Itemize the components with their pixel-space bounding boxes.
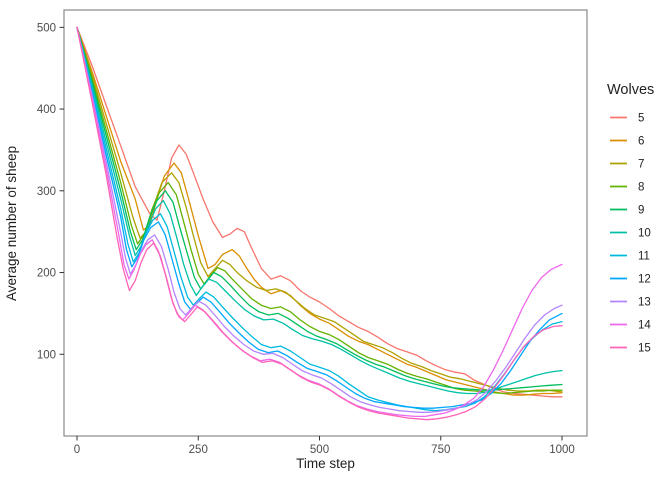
x-tick-label: 0: [74, 444, 80, 456]
y-tick-label: 500: [37, 22, 56, 34]
legend-label-15: 15: [638, 343, 651, 355]
legend-label-10: 10: [638, 228, 651, 240]
legend-item-7: 7: [610, 159, 644, 171]
series-line-15: [76, 26, 563, 421]
y-tick-label: 100: [37, 349, 56, 361]
legend-item-10: 10: [610, 228, 651, 240]
series-line-13: [76, 26, 563, 413]
legend-label-12: 12: [638, 274, 651, 286]
legend-item-5: 5: [610, 113, 644, 125]
y-tick-label: 400: [37, 104, 56, 116]
legend-item-9: 9: [610, 205, 644, 217]
legend-item-6: 6: [610, 136, 644, 148]
series-line-8: [76, 26, 563, 395]
legend-title: Wolves: [607, 82, 655, 98]
legend-label-8: 8: [638, 182, 644, 194]
x-tick-label: 500: [310, 444, 329, 456]
y-tick-label: 200: [37, 268, 56, 280]
legend-item-13: 13: [610, 297, 651, 309]
legend-item-14: 14: [610, 320, 651, 332]
legend-item-11: 11: [610, 251, 650, 263]
legend-label-9: 9: [638, 205, 644, 217]
series-line-6: [76, 26, 563, 396]
y-tick-label: 300: [37, 186, 56, 198]
x-tick-label: 1000: [549, 444, 575, 456]
x-tick-label: 250: [189, 444, 208, 456]
x-axis-title: Time step: [296, 456, 355, 471]
legend-label-7: 7: [638, 159, 644, 171]
series-line-5: [76, 26, 563, 398]
series-line-9: [76, 26, 563, 391]
x-tick-label: 750: [431, 444, 450, 456]
y-axis-title: Average number of sheep: [4, 145, 19, 301]
plot-panel: [63, 9, 588, 437]
series-line-7: [76, 26, 563, 393]
legend-item-12: 12: [610, 274, 651, 286]
legend-label-5: 5: [638, 113, 644, 125]
legend-label-11: 11: [638, 251, 650, 263]
legend-label-14: 14: [638, 320, 651, 332]
legend-label-6: 6: [638, 136, 644, 148]
legend-item-8: 8: [610, 182, 644, 194]
legend-label-13: 13: [638, 297, 651, 309]
series-line-12: [76, 26, 563, 409]
legend-item-15: 15: [610, 343, 651, 355]
